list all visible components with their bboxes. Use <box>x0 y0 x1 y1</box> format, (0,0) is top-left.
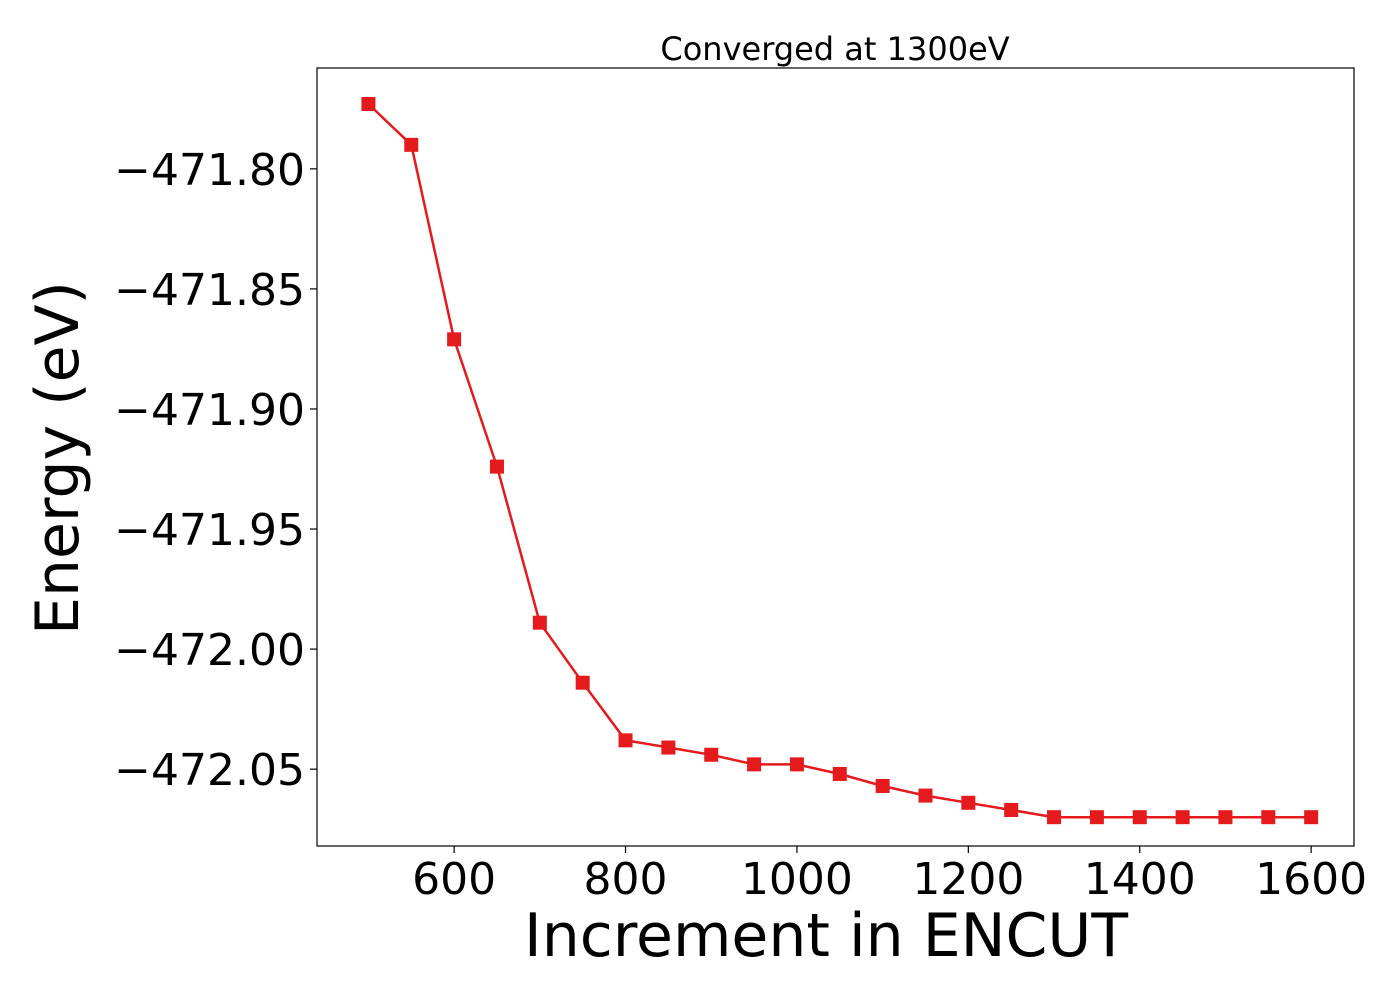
y-tick-label: −471.85 <box>114 265 305 316</box>
data-point-marker <box>961 795 976 810</box>
data-point-marker <box>661 740 676 755</box>
data-point-marker <box>447 332 462 347</box>
data-point-marker <box>532 615 547 630</box>
data-point-marker <box>1175 810 1190 825</box>
data-point-marker <box>618 733 633 748</box>
y-tick-label: −471.95 <box>114 505 305 556</box>
x-axis-label: Increment in ENCUT <box>524 901 1128 971</box>
chart-title: Converged at 1300eV <box>660 30 1009 68</box>
data-point-marker <box>575 675 590 690</box>
x-tick-label: 1000 <box>741 854 853 905</box>
x-tick-label: 1200 <box>912 854 1024 905</box>
data-point-marker <box>918 788 933 803</box>
y-axis-label: Energy (eV) <box>23 281 93 635</box>
data-point-marker <box>789 757 804 772</box>
data-point-marker <box>832 766 847 781</box>
x-tick-label: 1400 <box>1084 854 1196 905</box>
data-point-marker <box>1004 802 1019 817</box>
data-point-marker <box>361 97 376 112</box>
y-tick-label: −472.00 <box>114 625 305 676</box>
series-line <box>367 103 1312 819</box>
y-axis: −471.80 −471.85 −471.90 −471.95 −472.00 −472.… <box>114 145 317 796</box>
x-tick-label: 1600 <box>1255 854 1367 905</box>
data-point-marker <box>1132 810 1147 825</box>
data-point-marker <box>489 459 504 474</box>
data-point-marker <box>747 757 762 772</box>
x-tick-label: 600 <box>412 854 496 905</box>
y-tick-label: −472.05 <box>114 745 305 796</box>
data-point-marker <box>404 137 419 152</box>
y-tick-label: −471.80 <box>114 145 305 196</box>
axes-frame <box>316 67 1355 847</box>
data-point-marker <box>1047 810 1062 825</box>
x-axis: 600 800 1000 1200 1400 1600 <box>412 846 1367 905</box>
y-tick-label: −471.90 <box>114 385 305 436</box>
x-tick-label: 800 <box>584 854 668 905</box>
plot-area <box>361 97 1319 825</box>
data-point-marker <box>1304 810 1319 825</box>
data-point-marker <box>1261 810 1276 825</box>
data-point-marker <box>704 747 719 762</box>
data-point-marker <box>1089 810 1104 825</box>
data-point-marker <box>875 778 890 793</box>
data-point-marker <box>1218 810 1233 825</box>
